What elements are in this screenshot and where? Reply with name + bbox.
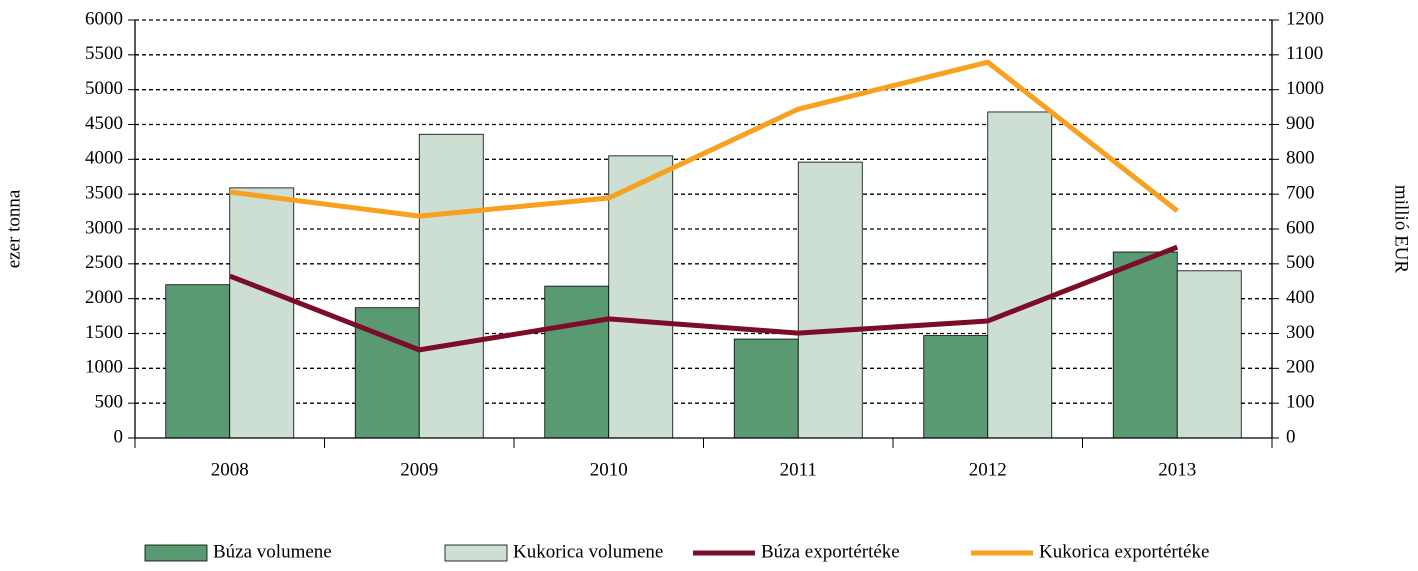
y-tick-label: 5500 [85,43,123,64]
y2-tick-label: 1100 [1286,43,1323,64]
legend-swatch [144,544,208,562]
y-tick-label: 3000 [85,217,123,238]
legend-label: Búza volumene [213,541,332,562]
y2-tick-label: 300 [1286,322,1315,343]
legend-label: Kukorica volumene [513,541,663,562]
legend-label: Kukorica exportértéke [1039,541,1209,562]
bar [544,285,610,439]
y-tick-label: 0 [114,426,124,447]
y2-tick-label: 200 [1286,357,1315,378]
y2-tick-label: 100 [1286,392,1315,413]
x-tick-label: 2013 [1158,459,1196,480]
x-tick-label: 2012 [969,459,1007,480]
y-tick-label: 1500 [85,322,123,343]
legend-swatch [444,544,508,562]
bar [418,133,484,439]
y-axis-title: ezer tonna [3,189,24,268]
x-tick-label: 2009 [400,459,438,480]
bar [608,155,674,439]
y2-tick-label: 1200 [1286,8,1324,29]
bar [1176,270,1242,439]
y-tick-label: 4500 [85,113,123,134]
y-tick-label: 500 [95,392,124,413]
bar [1112,251,1178,439]
bar [733,338,799,439]
x-tick-label: 2010 [590,459,628,480]
y2-tick-label: 400 [1286,287,1315,308]
bar [797,161,863,439]
y2-axis-title: millió EUR [1391,185,1412,273]
legend-label: Búza exportértéke [761,541,900,562]
x-tick-label: 2011 [780,459,817,480]
bar [923,335,989,439]
y2-tick-label: 500 [1286,252,1315,273]
y-tick-label: 2500 [85,252,123,273]
bar [229,187,295,439]
y-tick-label: 6000 [85,8,123,29]
bar [165,284,231,439]
y-tick-label: 2000 [85,287,123,308]
y-tick-label: 4000 [85,148,123,169]
y2-tick-label: 800 [1286,148,1315,169]
line [228,244,1179,353]
y2-tick-label: 0 [1286,426,1296,447]
y2-tick-label: 1000 [1286,78,1324,99]
x-tick-label: 2008 [211,459,249,480]
y-tick-label: 5000 [85,78,123,99]
y-tick-label: 3500 [85,183,123,204]
bar [987,111,1053,439]
y2-tick-label: 700 [1286,183,1315,204]
line [229,59,1179,219]
y2-tick-label: 600 [1286,217,1315,238]
y-tick-label: 1000 [85,357,123,378]
y2-tick-label: 900 [1286,113,1315,134]
